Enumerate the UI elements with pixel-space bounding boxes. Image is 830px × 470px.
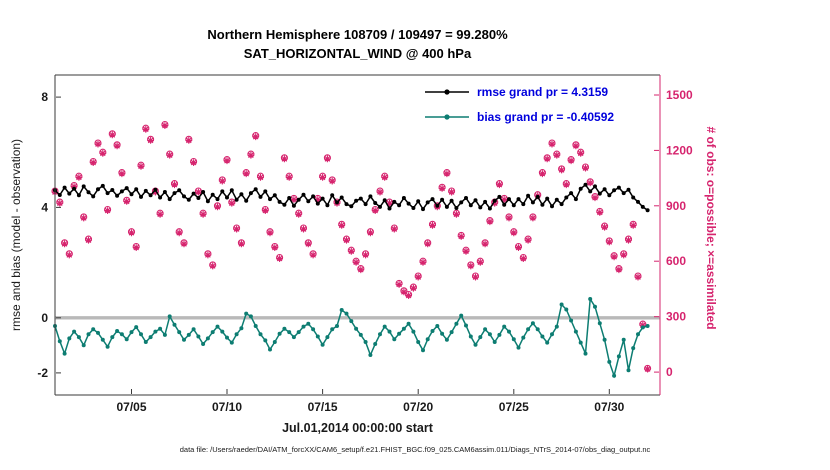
svg-text:07/10: 07/10 (212, 400, 242, 414)
svg-text:07/15: 07/15 (308, 400, 338, 414)
title-line-2: SAT_HORIZONTAL_WIND @ 400 hPa (243, 46, 472, 61)
axes-frame (54, 74, 661, 396)
right-axis-ticks: 0 300 600 900 1200 1500 (654, 88, 693, 379)
title-line-1: Northern Hemisphere 108709 / 109497 = 99… (207, 27, 508, 42)
data-file-path: data file: /Users/raeder/DAI/ATM_forcXX/… (179, 445, 651, 454)
svg-text:0: 0 (41, 311, 48, 325)
rmse-series (53, 182, 650, 213)
bias-line-sample (425, 113, 469, 120)
svg-text:300: 300 (666, 310, 686, 324)
right-axis-label: # of obs: o=possible; ×=assimilated (704, 126, 718, 330)
svg-text:07/30: 07/30 (594, 400, 624, 414)
bias-series (53, 296, 650, 379)
legend-label-rmse: rmse grand pr = 4.3159 (477, 84, 609, 99)
svg-text:600: 600 (666, 254, 686, 268)
svg-text:900: 900 (666, 199, 686, 213)
rmse-line-sample (425, 88, 469, 95)
left-axis-ticks: 8 4 0 -2 (37, 90, 61, 380)
svg-text:07/05: 07/05 (116, 400, 146, 414)
svg-text:4: 4 (41, 200, 48, 214)
legend-item-bias: bias grand pr = -0.40592 (424, 104, 614, 129)
legend-item-rmse: rmse grand pr = 4.3159 (424, 79, 614, 104)
svg-text:-2: -2 (37, 366, 48, 380)
x-axis-ticks: 07/05 07/10 07/15 07/20 07/25 07/30 (116, 389, 625, 414)
svg-text:07/25: 07/25 (499, 400, 529, 414)
legend: rmse grand pr = 4.3159 bias grand pr = -… (424, 79, 614, 129)
svg-text:1500: 1500 (666, 88, 693, 102)
svg-text:07/20: 07/20 (403, 400, 433, 414)
plot-title: Northern Hemisphere 108709 / 109497 = 99… (55, 25, 660, 63)
left-axis-label: rmse and bias (model - observation) (9, 138, 23, 332)
legend-label-bias: bias grand pr = -0.40592 (477, 109, 615, 124)
svg-text:8: 8 (41, 90, 48, 104)
x-axis-label: Jul.01,2014 00:00:00 start (282, 421, 433, 435)
svg-text:0: 0 (666, 365, 673, 379)
svg-text:1200: 1200 (666, 143, 693, 157)
